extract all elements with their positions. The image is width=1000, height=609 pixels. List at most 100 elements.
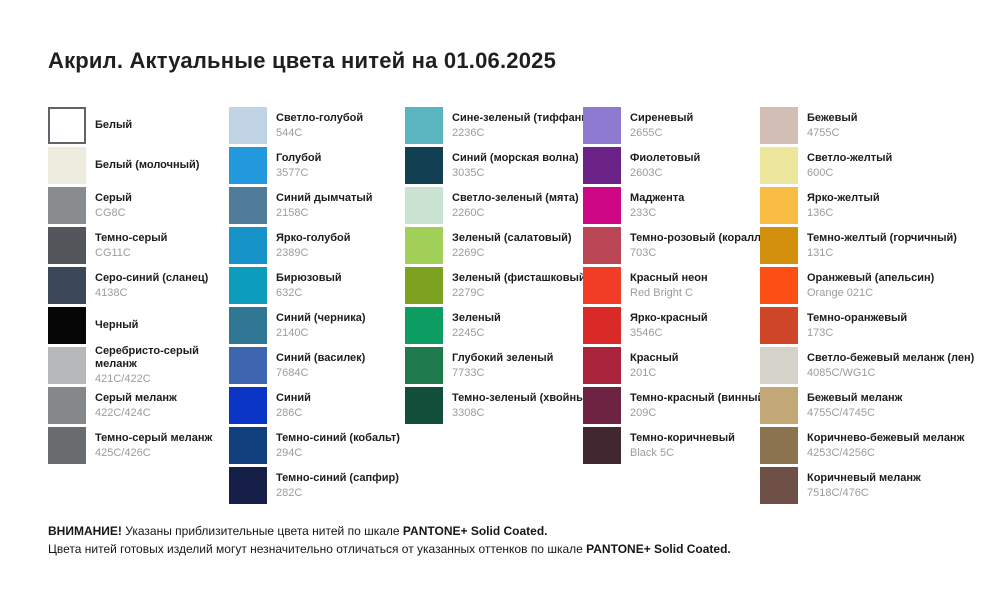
footer-text-segment: Указаны приблизительные цвета нитей по ш…	[121, 524, 403, 538]
thread-labels: Темно-красный (винный) 209C	[630, 387, 770, 424]
thread-pantone-code: 2260C	[452, 206, 485, 219]
thread-labels: Темно-синий (сапфир) 282C	[276, 467, 426, 504]
thread-labels: Зеленый 2245C	[452, 307, 602, 344]
color-swatch	[229, 347, 267, 384]
thread-color-row: Темно-коричневый Black 5C	[583, 427, 770, 464]
footer-text-segment: PANTONE+ Solid Coated.	[402, 524, 548, 538]
thread-name: Зеленый (салатовый)	[452, 231, 572, 244]
thread-color-row: Маджента 233C	[583, 187, 770, 224]
thread-color-row: Красный неон Red Bright C	[583, 267, 770, 304]
thread-color-row: Серо-синий (сланец) 4138C	[48, 267, 230, 304]
thread-color-row: Черный	[48, 307, 230, 344]
thread-pantone-code: Orange 021C	[807, 286, 874, 299]
thread-name: Оранжевый (апельсин)	[807, 271, 935, 284]
thread-labels: Серо-синий (сланец) 4138C	[95, 267, 230, 304]
thread-name: Синий дымчатый	[276, 191, 373, 204]
thread-labels: Светло-желтый 600C	[807, 147, 1000, 184]
thread-color-row: Глубокий зеленый 7733C	[405, 347, 602, 384]
thread-pantone-code: CG11C	[95, 246, 131, 259]
thread-labels: Белый	[95, 107, 230, 144]
color-swatch	[583, 427, 621, 464]
thread-name: Голубой	[276, 151, 322, 164]
thread-pantone-code: 7684C	[276, 366, 309, 379]
thread-color-row: Светло-зеленый (мята) 2260C	[405, 187, 602, 224]
thread-color-row: Бежевый 4755C	[760, 107, 1000, 144]
color-swatch	[405, 267, 443, 304]
thread-pantone-code: 2140C	[276, 326, 309, 339]
thread-color-row: Темно-зеленый (хвойный) 3308C	[405, 387, 602, 424]
thread-name: Темно-красный (винный)	[630, 391, 768, 404]
palette-column-purples-reds: Сиреневый 2655C Фиолетовый 2603C Маджента 233…	[583, 107, 770, 464]
thread-labels: Темно-синий (кобальт) 294C	[276, 427, 426, 464]
thread-labels: Светло-бежевый меланж (лен) 4085C/WG1C	[807, 347, 1000, 384]
color-swatch	[229, 427, 267, 464]
thread-labels: Синий 286C	[276, 387, 426, 424]
thread-labels: Сиреневый 2655C	[630, 107, 770, 144]
thread-name: Темно-синий (сапфир)	[276, 471, 399, 484]
thread-labels: Серебристо-серый меланж 421C/422C	[95, 345, 230, 385]
thread-pantone-code: 201C	[630, 366, 657, 379]
thread-labels: Синий (черника) 2140C	[276, 307, 426, 344]
thread-color-row: Сине-зеленый (тиффани) 2236C	[405, 107, 602, 144]
thread-name: Коричнево-бежевый меланж	[807, 431, 965, 444]
color-swatch	[229, 187, 267, 224]
thread-color-row: Синий (морская волна) 3035C	[405, 147, 602, 184]
thread-name: Темно-розовый (коралл)	[630, 231, 765, 244]
color-swatch	[229, 307, 267, 344]
thread-name: Фиолетовый	[630, 151, 701, 164]
color-swatch	[583, 187, 621, 224]
color-swatch	[48, 187, 86, 224]
thread-labels: Светло-голубой 544C	[276, 107, 426, 144]
thread-name: Темно-серый меланж	[95, 431, 213, 444]
thread-name: Синий (черника)	[276, 311, 366, 324]
thread-name: Глубокий зеленый	[452, 351, 554, 364]
thread-labels: Темно-желтый (горчичный) 131C	[807, 227, 1000, 264]
thread-color-row: Голубой 3577C	[229, 147, 426, 184]
thread-name: Белый	[95, 119, 133, 131]
thread-color-row: Белый	[48, 107, 230, 144]
color-swatch	[405, 227, 443, 264]
color-swatch	[583, 227, 621, 264]
color-swatch	[48, 147, 86, 184]
thread-name: Ярко-голубой	[276, 231, 351, 244]
color-swatch	[583, 307, 621, 344]
thread-color-row: Коричнево-бежевый меланж 4253C/4256C	[760, 427, 1000, 464]
color-swatch	[760, 227, 798, 264]
color-swatch	[583, 387, 621, 424]
thread-pantone-code: CG8C	[95, 206, 126, 219]
footer-text-segment: PANTONE+ Solid Coated.	[586, 542, 731, 556]
color-swatch	[48, 387, 86, 424]
thread-labels: Зеленый (салатовый) 2269C	[452, 227, 602, 264]
color-swatch	[760, 427, 798, 464]
thread-labels: Светло-зеленый (мята) 2260C	[452, 187, 602, 224]
thread-color-row: Светло-бежевый меланж (лен) 4085C/WG1C	[760, 347, 1000, 384]
thread-labels: Синий дымчатый 2158C	[276, 187, 426, 224]
thread-labels: Белый (молочный)	[95, 147, 230, 184]
color-swatch	[229, 147, 267, 184]
color-swatch	[583, 107, 621, 144]
thread-color-row: Зеленый (салатовый) 2269C	[405, 227, 602, 264]
thread-color-row: Темно-розовый (коралл) 703C	[583, 227, 770, 264]
thread-color-row: Серый меланж 422C/424C	[48, 387, 230, 424]
thread-color-row: Темно-синий (кобальт) 294C	[229, 427, 426, 464]
thread-pantone-code: 136C	[807, 206, 834, 219]
thread-color-row: Светло-желтый 600C	[760, 147, 1000, 184]
color-swatch	[760, 387, 798, 424]
color-swatch	[229, 267, 267, 304]
thread-labels: Синий (василек) 7684C	[276, 347, 426, 384]
thread-pantone-code: 2279C	[452, 286, 485, 299]
thread-labels: Бежевый меланж 4755C/4745C	[807, 387, 1000, 424]
thread-labels: Темно-оранжевый 173C	[807, 307, 1000, 344]
thread-pantone-code: 131C	[807, 246, 834, 259]
thread-pantone-code: 544C	[276, 126, 303, 139]
thread-labels: Глубокий зеленый 7733C	[452, 347, 602, 384]
thread-name: Белый (молочный)	[95, 159, 200, 171]
thread-name: Темно-оранжевый	[807, 311, 908, 324]
thread-name: Темно-коричневый	[630, 431, 735, 444]
thread-pantone-code: 422C/424C	[95, 406, 151, 419]
thread-labels: Серый меланж 422C/424C	[95, 387, 230, 424]
color-swatch	[48, 107, 86, 144]
thread-color-row: Темно-синий (сапфир) 282C	[229, 467, 426, 504]
thread-pantone-code: 703C	[630, 246, 657, 259]
